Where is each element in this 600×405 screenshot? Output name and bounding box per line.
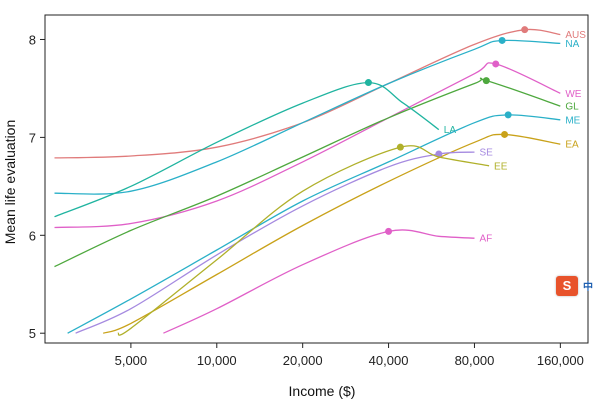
y-tick-label: 6 [29,228,36,243]
series-na: NA [54,36,580,195]
peak-point-se [435,150,443,158]
series-gl: GL [54,77,579,268]
x-tick-label: 20,000 [283,353,323,368]
x-tick-label: 80,000 [455,353,495,368]
series-ea: EA [102,130,579,334]
x-tick-label: 40,000 [369,353,409,368]
series-line-me [67,114,561,334]
series-we: WE [54,60,582,229]
y-tick-label: 8 [29,32,36,47]
series-line-se [75,151,475,334]
x-tick-label: 160,000 [537,353,584,368]
x-axis: 5,000 10,000 20,000 40,000 80,000 160,000 [115,343,584,368]
y-axis-title: Mean life evaluation [2,120,18,245]
x-tick-label: 5,000 [115,353,148,368]
peak-point-gl [482,77,490,85]
series-label-se: SE [479,148,493,159]
series-line-na [54,39,561,195]
series-line-gl [54,77,561,268]
series-label-ee: EE [494,161,508,172]
ime-mode-indicator[interactable]: 中 [583,282,593,293]
series-aus: AUS [54,26,586,159]
peak-point-na [498,36,506,44]
peak-point-ea [501,130,509,138]
plot-frame [44,14,589,344]
series-label-la: LA [444,125,457,136]
peak-point-aus [521,26,529,34]
series-af: AF [163,227,492,334]
series-line-aus [54,28,561,159]
peak-point-we [492,60,500,68]
x-tick-label: 10,000 [197,353,237,368]
series-label-we: WE [565,89,581,100]
peak-point-la [364,79,372,87]
series-se: SE [75,148,493,334]
series-label-me: ME [565,115,580,126]
series-label-na: NA [565,39,579,50]
series-line-we [54,62,561,229]
peak-point-ee [396,143,404,151]
series-label-ea: EA [565,140,579,151]
series-me: ME [67,111,581,334]
peak-point-af [385,227,393,235]
series-line-ea [102,133,561,334]
series-ee: EE [117,143,508,336]
series-label-af: AF [479,234,492,245]
y-tick-label: 5 [29,326,36,341]
series-la: LA [54,79,457,218]
series-line-af [163,229,475,334]
ime-badge[interactable]: S [556,276,578,296]
series-label-aus: AUS [565,30,586,41]
peak-point-me [504,111,512,119]
series-label-gl: GL [565,102,579,113]
y-axis: 5 6 7 8 [29,32,45,341]
x-axis-title: Income ($) [289,383,356,399]
plot-border [44,14,589,344]
series-line-ee [117,145,490,336]
series-line-la [54,81,440,218]
y-tick-label: 7 [29,130,36,145]
